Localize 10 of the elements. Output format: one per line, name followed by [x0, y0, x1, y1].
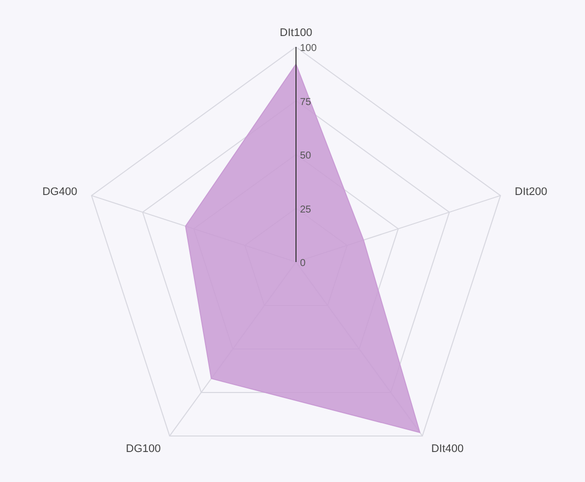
- spoke-label: DIt400: [431, 443, 464, 456]
- y-tick-label: 100: [300, 43, 318, 54]
- spoke-label: DG100: [126, 443, 161, 456]
- y-tick-label: 50: [300, 150, 312, 162]
- spoke-label: DIt200: [514, 186, 548, 198]
- y-tick-label: 25: [300, 204, 312, 216]
- spoke-label: DG400: [42, 186, 78, 198]
- y-tick-label: 75: [300, 96, 312, 108]
- spoke-label: DIt100: [280, 26, 312, 39]
- y-tick-label: 0: [300, 258, 306, 269]
